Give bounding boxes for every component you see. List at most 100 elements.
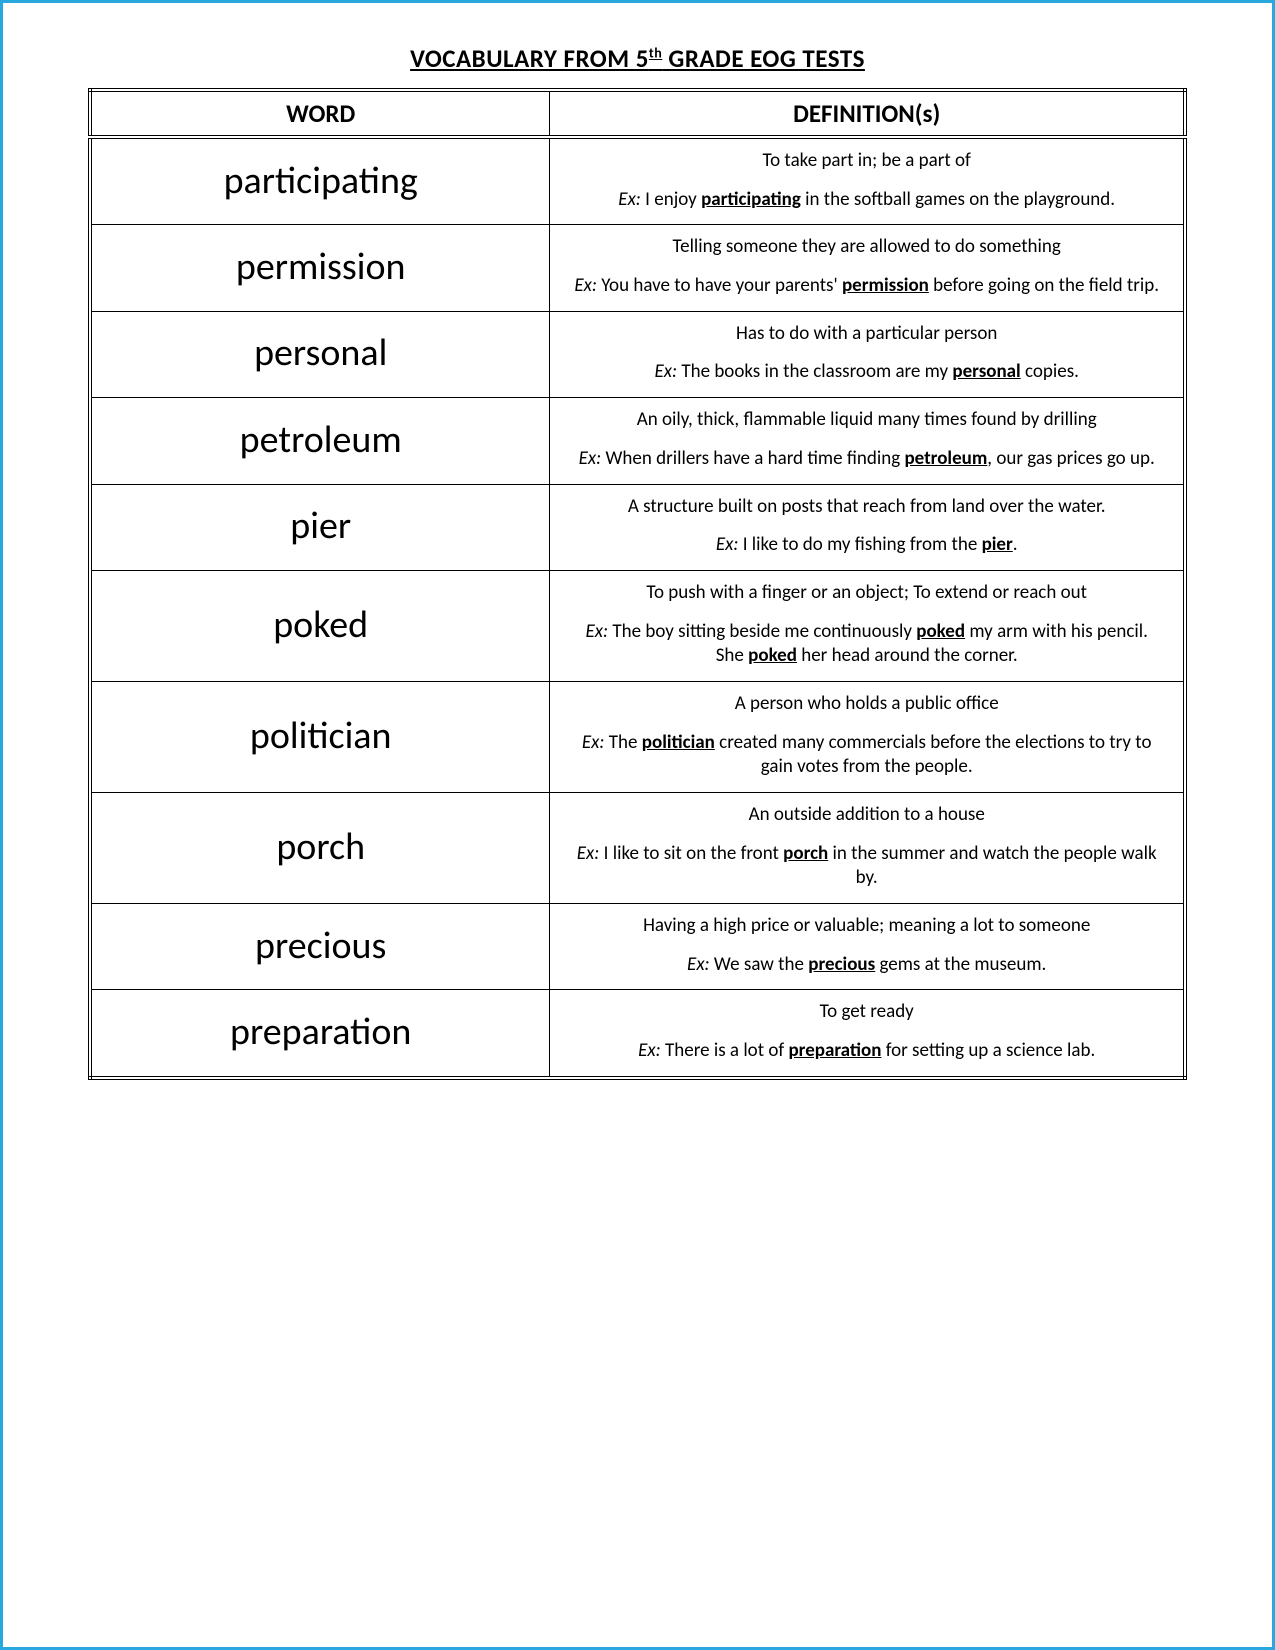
definition-text: A person who holds a public office — [564, 692, 1169, 717]
definition-cell: To take part in; be a part of Ex: I enjoy… — [550, 137, 1185, 225]
definition-cell: An oily, thick, flammable liquid many ti… — [550, 398, 1185, 484]
example-keyword: poked — [916, 620, 965, 643]
word-cell: precious — [90, 904, 550, 990]
example-label: Ex: — [577, 842, 600, 865]
example-pre: I like to sit on the front — [599, 842, 783, 865]
definition-cell: Having a high price or valuable; meaning… — [550, 904, 1185, 990]
table-row: preparation To get ready Ex: There is a lo… — [90, 990, 1185, 1078]
example-post: in the softball games on the playground. — [801, 188, 1115, 211]
example-post: , our gas prices go up. — [987, 447, 1154, 470]
example-pre: I enjoy — [641, 188, 701, 211]
example-post: gems at the museum. — [875, 953, 1046, 976]
page-container: VOCABULARY FROM 5th GRADE EOG TESTS WORD… — [3, 3, 1272, 1130]
example-label: Ex: — [687, 953, 710, 976]
definition-text: An oily, thick, flammable liquid many ti… — [564, 408, 1169, 433]
word-cell: personal — [90, 311, 550, 397]
example-keyword: pier — [982, 533, 1013, 556]
example-label: Ex: — [585, 620, 608, 643]
table-row: precious Having a high price or valuable;… — [90, 904, 1185, 990]
example-keyword: politician — [642, 731, 715, 754]
example-post: my arm with his pencil. — [965, 620, 1148, 643]
example-pre: The books in the classroom are my — [677, 360, 952, 383]
vocabulary-table: WORD DEFINITION(s) participatingTo take … — [88, 88, 1187, 1080]
example-text: Ex: When drillers have a hard time findi… — [564, 447, 1169, 472]
definition-text: Has to do with a particular person — [564, 322, 1169, 347]
table-row: politicianA person who holds a public of… — [90, 681, 1185, 792]
example-text: Ex: You have to have your parents' permi… — [564, 274, 1169, 299]
table-row: petroleum An oily, thick, flammable liqui… — [90, 398, 1185, 484]
table-row: participatingTo take part in; be a part … — [90, 137, 1185, 225]
example-post: created many commercials before the elec… — [715, 731, 1152, 779]
example-text: Ex: The boy sitting beside me continuous… — [564, 620, 1169, 645]
example-pre: There is a lot of — [661, 1039, 789, 1062]
example-label: Ex: — [574, 274, 597, 297]
example-pre: When drillers have a hard time finding — [601, 447, 904, 470]
word-cell: poked — [90, 570, 550, 681]
example-pre: The boy sitting beside me continuously — [608, 620, 916, 643]
definition-cell: To push with a finger or an object; To e… — [550, 570, 1185, 681]
example-pre: You have to have your parents' — [597, 274, 842, 297]
example-text: Ex: I like to sit on the front porch in … — [564, 842, 1169, 891]
definition-cell: A person who holds a public office Ex: Th… — [550, 681, 1185, 792]
definition-text: An outside addition to a house — [564, 803, 1169, 828]
table-row: permission Telling someone they are allow… — [90, 225, 1185, 311]
definition-text: Having a high price or valuable; meaning… — [564, 914, 1169, 939]
example-keyword: poked — [748, 644, 797, 667]
example-pre: She — [716, 644, 748, 667]
title-suffix: GRADE EOG TESTS — [662, 43, 865, 74]
word-cell: participating — [90, 137, 550, 225]
example-post: her head around the corner. — [797, 644, 1018, 667]
definition-text: To get ready — [564, 1000, 1169, 1025]
example-keyword: preparation — [788, 1039, 881, 1062]
page-title: VOCABULARY FROM 5th GRADE EOG TESTS — [88, 43, 1187, 74]
example-keyword: permission — [842, 274, 929, 297]
word-cell: permission — [90, 225, 550, 311]
header-definition: DEFINITION(s) — [550, 90, 1185, 137]
table-row: porch An outside addition to a house Ex: I… — [90, 793, 1185, 904]
example-keyword: personal — [952, 360, 1020, 383]
example-label: Ex: — [716, 533, 739, 556]
word-cell: preparation — [90, 990, 550, 1078]
word-cell: porch — [90, 793, 550, 904]
example-post: for setting up a science lab. — [881, 1039, 1095, 1062]
word-cell: pier — [90, 484, 550, 570]
title-superscript: th — [649, 45, 662, 62]
example-pre: The — [605, 731, 642, 754]
title-prefix: VOCABULARY FROM 5 — [410, 43, 649, 74]
example-keyword: precious — [808, 953, 875, 976]
table-row: pier A structure built on posts that reac… — [90, 484, 1185, 570]
example-label: Ex: — [618, 188, 641, 211]
example-text: Ex: The politician created many commerci… — [564, 731, 1169, 780]
word-cell: politician — [90, 681, 550, 792]
example-text: Ex: There is a lot of preparation for se… — [564, 1039, 1169, 1064]
example-label: Ex: — [579, 447, 602, 470]
definition-text: A structure built on posts that reach fr… — [564, 495, 1169, 520]
definition-cell: A structure built on posts that reach fr… — [550, 484, 1185, 570]
example-text: Ex: We saw the precious gems at the muse… — [564, 953, 1169, 978]
example-keyword: porch — [783, 842, 828, 865]
word-cell: petroleum — [90, 398, 550, 484]
example-post: in the summer and watch the people walk … — [828, 842, 1156, 890]
definition-cell: Telling someone they are allowed to do s… — [550, 225, 1185, 311]
definition-text: To take part in; be a part of — [564, 149, 1169, 174]
example-keyword: participating — [701, 188, 801, 211]
example-keyword: petroleum — [904, 447, 987, 470]
definition-cell: To get ready Ex: There is a lot of prepar… — [550, 990, 1185, 1078]
example-text: Ex: I like to do my fishing from the pie… — [564, 533, 1169, 558]
example-label: Ex: — [654, 360, 677, 383]
example-post: before going on the field trip. — [929, 274, 1159, 297]
example-pre: I like to do my fishing from the — [738, 533, 981, 556]
example-label: Ex: — [638, 1039, 661, 1062]
example-label: Ex: — [582, 731, 605, 754]
definition-text: Telling someone they are allowed to do s… — [564, 235, 1169, 260]
header-word: WORD — [90, 90, 550, 137]
example-post: copies. — [1021, 360, 1079, 383]
definition-cell: An outside addition to a house Ex: I like… — [550, 793, 1185, 904]
example-text: She poked her head around the corner. — [564, 644, 1169, 669]
table-row: personalHas to do with a particular pers… — [90, 311, 1185, 397]
example-text: Ex: I enjoy participating in the softbal… — [564, 188, 1169, 213]
example-text: Ex: The books in the classroom are my pe… — [564, 360, 1169, 385]
example-post: . — [1013, 533, 1018, 556]
table-row: pokedTo push with a finger or an object;… — [90, 570, 1185, 681]
definition-cell: Has to do with a particular person Ex: Th… — [550, 311, 1185, 397]
